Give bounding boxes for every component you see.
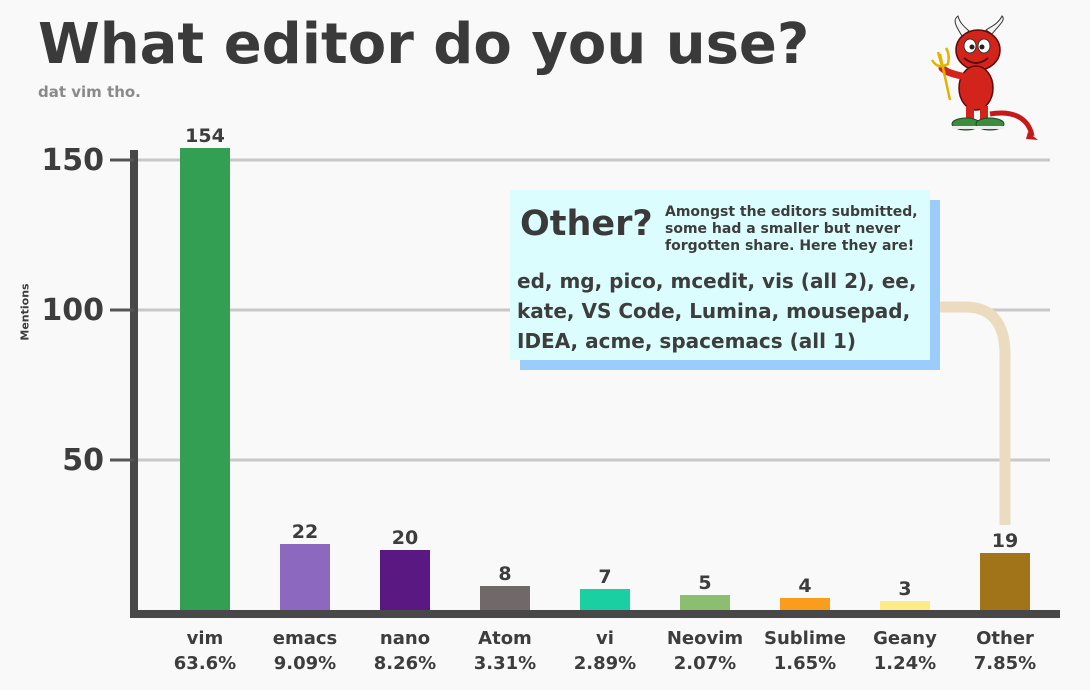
category-label-geany: Geany [873,628,937,649]
percent-label-vim: 63.6% [174,653,236,674]
bar-labels: 154 vim 63.6% 22 emacs 9.09% 20 nano 8.26% 8 Atom 3… [174,125,1036,674]
percent-label-nano: 8.26% [374,653,436,674]
value-label-geany: 3 [898,578,911,600]
value-label-emacs: 22 [292,521,318,543]
callout-description: Amongst the editors submitted, some had … [665,204,918,254]
bsd-daemon-icon [930,15,1038,140]
category-label-other: Other [976,628,1034,649]
y-tick-label-150: 150 [41,143,104,178]
callout-title: Other? [520,204,653,244]
chart-title: What editor do you use? [38,12,810,77]
value-label-nano: 20 [392,527,418,549]
category-label-sublime: Sublime [764,628,846,649]
category-label-vi: vi [596,628,614,649]
bars [180,148,1030,610]
y-ticks: 50 100 150 [41,143,134,478]
percent-label-geany: 1.24% [874,653,936,674]
value-label-other: 19 [992,530,1018,552]
bar-emacs [280,544,330,610]
value-label-vi: 7 [598,566,611,588]
value-label-atom: 8 [498,563,511,585]
bar-sublime [780,598,830,610]
percent-label-emacs: 9.09% [274,653,336,674]
axes [130,150,1060,618]
value-label-vim: 154 [185,125,225,147]
bar-neovim [680,595,730,610]
bar-geany [880,601,930,610]
value-label-sublime: 4 [798,575,811,597]
callout-connector [935,301,1011,525]
connector-line [935,301,1011,525]
chart-subtitle: dat vim tho. [38,83,141,101]
percent-label-other: 7.85% [974,653,1036,674]
category-label-emacs: emacs [273,628,338,649]
category-label-nano: nano [380,628,430,649]
y-tick-label-50: 50 [62,443,104,478]
bar-atom [480,586,530,610]
callout-editor-list: ed, mg, pico, mcedit, vis (all 2), ee, k… [517,269,917,353]
category-label-atom: Atom [478,628,532,649]
category-label-vim: vim [187,628,224,649]
bar-nano [380,550,430,610]
y-tick-label-100: 100 [41,293,104,328]
percent-label-vi: 2.89% [574,653,636,674]
bar-other [980,553,1030,610]
value-label-neovim: 5 [698,572,711,594]
percent-label-neovim: 2.07% [674,653,736,674]
bar-vi [580,589,630,610]
bar-vim [180,148,230,610]
other-callout: Other? Amongst the editors submitted, so… [510,190,930,360]
category-label-neovim: Neovim [667,628,743,649]
percent-label-sublime: 1.65% [774,653,836,674]
percent-label-atom: 3.31% [474,653,536,674]
